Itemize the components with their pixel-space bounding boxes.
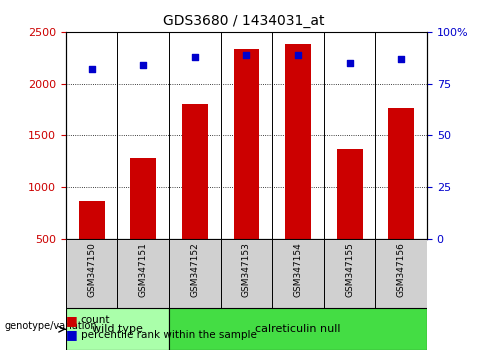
Bar [66,239,118,308]
Point [346,60,353,66]
Bar [221,239,272,308]
Bar [375,239,427,308]
Text: GSM347153: GSM347153 [242,242,251,297]
Bar [388,108,414,239]
Text: percentile rank within the sample: percentile rank within the sample [81,330,256,339]
Text: count: count [81,315,110,325]
Point [397,56,405,62]
Text: ■: ■ [66,314,81,327]
Text: GSM347151: GSM347151 [139,242,148,297]
Bar [79,201,104,239]
Bar [182,104,208,239]
Point [243,52,250,57]
Bar [169,239,221,308]
Bar [285,44,311,239]
Bar [234,50,259,239]
Text: GSM347156: GSM347156 [397,242,406,297]
Text: GDS3680 / 1434031_at: GDS3680 / 1434031_at [163,14,325,28]
Bar [337,149,363,239]
Point [294,52,302,57]
Text: GSM347150: GSM347150 [87,242,96,297]
Bar [169,308,427,350]
Text: genotype/variation: genotype/variation [5,321,98,331]
Text: GSM347155: GSM347155 [345,242,354,297]
Bar [272,239,324,308]
Text: ■: ■ [66,328,81,341]
Point [140,62,147,68]
Bar [130,158,156,239]
Point [191,54,199,59]
Text: wild type: wild type [92,324,143,334]
Text: GSM347152: GSM347152 [190,242,200,297]
Bar [66,308,169,350]
Bar [324,239,375,308]
Text: GSM347154: GSM347154 [293,242,303,297]
Text: calreticulin null: calreticulin null [255,324,341,334]
Bar [118,239,169,308]
Point [88,66,96,72]
